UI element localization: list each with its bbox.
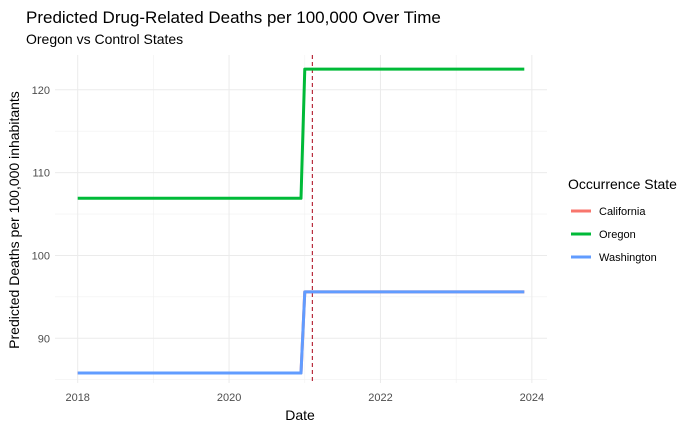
series-lines bbox=[77, 67, 525, 375]
legend-label-washington: Washington bbox=[599, 252, 657, 264]
legend-title: Occurrence State bbox=[568, 176, 677, 192]
y-tick-label: 120 bbox=[32, 85, 50, 97]
grid-major bbox=[55, 55, 547, 383]
chart-title: Predicted Drug-Related Deaths per 100,00… bbox=[26, 8, 441, 27]
y-tick-label: 110 bbox=[32, 168, 50, 180]
y-axis-title: Predicted Deaths per 100,000 inhabitants bbox=[6, 91, 22, 349]
y-tick-label: 100 bbox=[32, 250, 50, 262]
legend-label-oregon: Oregon bbox=[599, 229, 636, 241]
x-tick-label: 2024 bbox=[520, 392, 544, 404]
x-axis-title: Date bbox=[285, 407, 315, 423]
series-line-oregon bbox=[77, 67, 525, 200]
chart-subtitle: Oregon vs Control States bbox=[26, 31, 184, 47]
y-tick-label: 90 bbox=[38, 333, 50, 345]
legend-label-california: California bbox=[599, 206, 646, 218]
legend: California Oregon Washington bbox=[571, 206, 657, 264]
x-tick-label: 2018 bbox=[65, 392, 89, 404]
y-tick-labels: 90 100 110 120 bbox=[32, 85, 50, 345]
x-tick-label: 2020 bbox=[217, 392, 241, 404]
x-tick-labels: 2018 2020 2022 2024 bbox=[65, 392, 544, 404]
grid-minor bbox=[55, 55, 547, 383]
series-line-washington bbox=[77, 290, 525, 375]
x-tick-label: 2022 bbox=[368, 392, 392, 404]
